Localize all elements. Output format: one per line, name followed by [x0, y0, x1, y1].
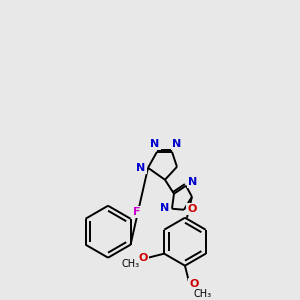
Text: N: N — [172, 139, 182, 149]
Text: F: F — [133, 207, 140, 217]
Text: N: N — [136, 163, 146, 173]
Text: O: O — [189, 279, 199, 289]
Text: N: N — [188, 177, 198, 187]
Text: CH₃: CH₃ — [194, 289, 212, 298]
Text: CH₃: CH₃ — [121, 259, 139, 269]
Text: N: N — [160, 203, 169, 213]
Text: O: O — [139, 253, 148, 263]
Text: N: N — [150, 139, 160, 149]
Text: O: O — [187, 204, 196, 214]
